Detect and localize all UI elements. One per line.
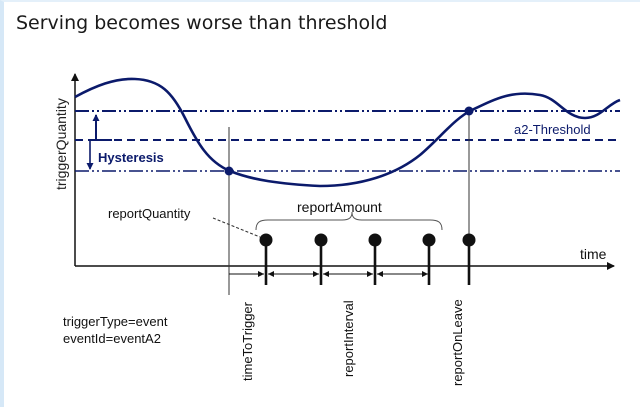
report-amount-label: reportAmount: [297, 199, 382, 215]
threshold-lines: [75, 110, 620, 172]
a2-threshold-label: a2-Threshold: [514, 122, 591, 137]
report-1: [259, 233, 273, 247]
x-axis-label: time: [580, 246, 607, 262]
hysteresis-arrows: [86, 114, 112, 170]
entry-point: [224, 166, 234, 176]
hysteresis-label: Hysteresis: [98, 150, 164, 165]
report-3: [368, 233, 382, 247]
leave-point: [464, 106, 474, 116]
y-axis-label: triggerQuantity: [53, 98, 69, 190]
report-markers: [259, 233, 476, 285]
event-id-config: eventId=eventA2: [63, 331, 161, 346]
slide-title: Serving becomes worse than threshold: [16, 12, 388, 34]
report-on-leave: [462, 233, 476, 247]
report-quantity-leader: [212, 217, 261, 238]
report-on-leave-label: reportOnLeave: [450, 299, 465, 386]
report-amount-brace: [255, 211, 443, 231]
trigger-quantity-curve: [74, 77, 621, 188]
report-quantity-label: reportQuantity: [108, 206, 191, 221]
trigger-type-config: triggerType=event: [63, 314, 168, 329]
report-interval-label: reportInterval: [341, 300, 356, 377]
report-2: [314, 233, 328, 247]
axes: [71, 73, 615, 270]
report-4: [422, 233, 436, 247]
time-to-trigger-label: timeToTrigger: [240, 301, 255, 381]
hysteresis-up-arrow: [92, 114, 112, 141]
